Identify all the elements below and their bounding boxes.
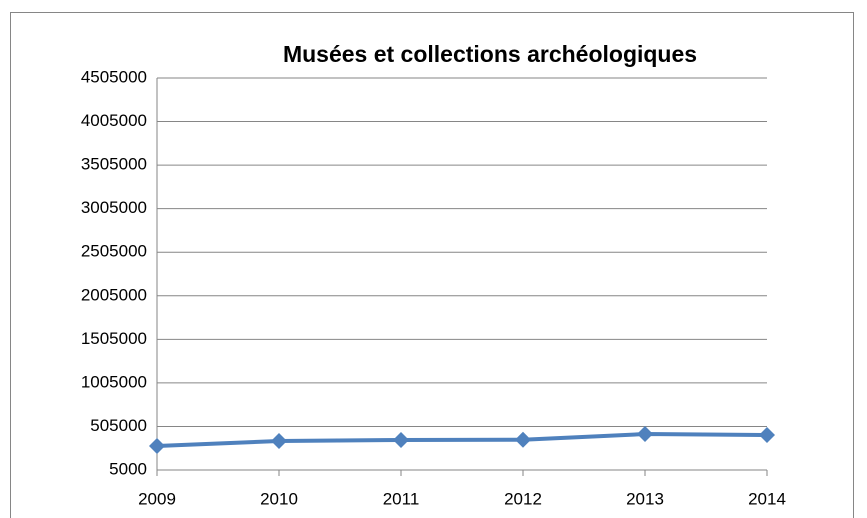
y-tick-label: 5000 xyxy=(109,459,147,478)
chart-border xyxy=(10,12,854,518)
x-tick-label: 2010 xyxy=(260,489,298,508)
y-tick-label: 3505000 xyxy=(81,155,147,174)
y-tick-label: 4005000 xyxy=(81,111,147,130)
data-marker xyxy=(271,432,287,449)
data-marker xyxy=(759,426,775,443)
y-tick-label: 3005000 xyxy=(81,198,147,217)
data-marker xyxy=(637,426,653,443)
data-marker xyxy=(393,431,409,448)
x-tick-label: 2014 xyxy=(748,489,786,508)
data-marker xyxy=(149,438,165,455)
y-tick-label: 2505000 xyxy=(81,242,147,261)
y-tick-label: 1005000 xyxy=(81,372,147,391)
data-line xyxy=(156,432,768,449)
x-tick-label: 2009 xyxy=(138,489,176,508)
x-tick-label: 2013 xyxy=(626,489,664,508)
data-marker xyxy=(515,431,531,448)
x-tick-label: 2012 xyxy=(504,489,542,508)
y-tick-label: 2005000 xyxy=(81,285,147,304)
y-tick-label: 505000 xyxy=(90,416,147,435)
chart-title: Musées et collections archéologiques xyxy=(283,41,697,67)
y-tick-label: 1505000 xyxy=(81,329,147,348)
x-tick-label: 2011 xyxy=(383,489,420,508)
y-tick-label: 4505000 xyxy=(81,67,147,86)
